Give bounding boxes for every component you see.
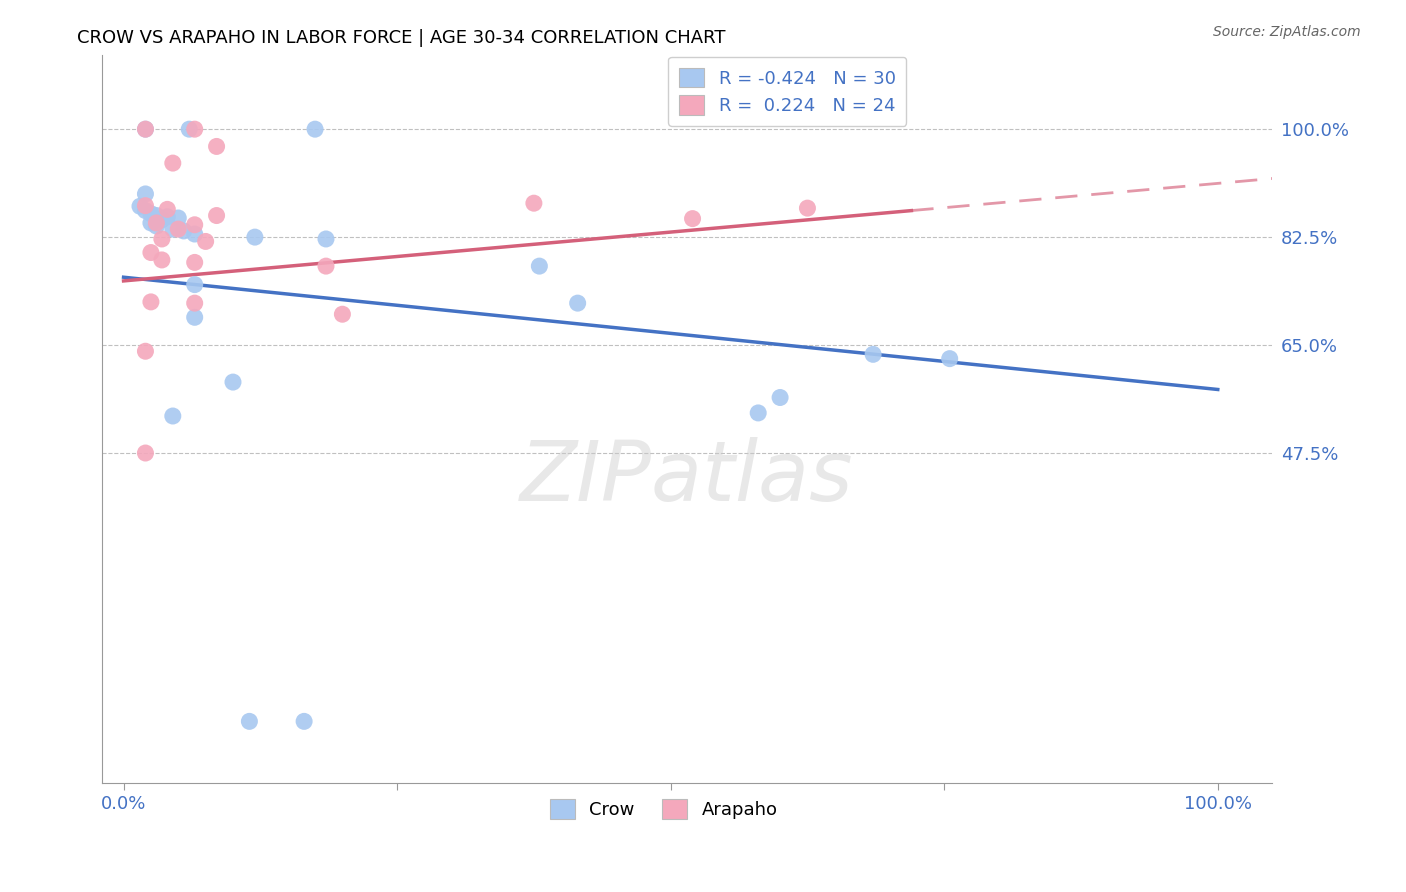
Point	[183, 310, 205, 325]
Point	[162, 222, 184, 236]
Point	[162, 156, 184, 170]
Point	[145, 219, 167, 233]
Point	[862, 347, 884, 361]
Point	[304, 122, 326, 136]
Point	[292, 714, 315, 729]
Point	[150, 212, 173, 227]
Point	[205, 209, 228, 223]
Point	[205, 139, 228, 153]
Point	[134, 203, 156, 218]
Point	[134, 122, 156, 136]
Point	[139, 294, 162, 309]
Point	[129, 199, 152, 213]
Point	[145, 216, 167, 230]
Point	[150, 232, 173, 246]
Text: ZIPatlas: ZIPatlas	[520, 437, 853, 518]
Point	[567, 296, 589, 310]
Point	[238, 714, 260, 729]
Text: Source: ZipAtlas.com: Source: ZipAtlas.com	[1213, 25, 1361, 39]
Point	[134, 344, 156, 359]
Point	[315, 232, 337, 246]
Point	[156, 202, 179, 217]
Text: CROW VS ARAPAHO IN LABOR FORCE | AGE 30-34 CORRELATION CHART: CROW VS ARAPAHO IN LABOR FORCE | AGE 30-…	[77, 29, 725, 46]
Point	[222, 375, 245, 389]
Point	[183, 296, 205, 310]
Point	[150, 252, 173, 267]
Point	[796, 201, 818, 215]
Point	[134, 186, 156, 201]
Point	[179, 122, 201, 136]
Legend: Crow, Arapaho: Crow, Arapaho	[543, 792, 785, 826]
Point	[139, 207, 162, 221]
Point	[243, 230, 266, 244]
Point	[682, 211, 704, 226]
Point	[134, 122, 156, 136]
Point	[747, 406, 769, 420]
Point	[167, 211, 190, 225]
Point	[139, 216, 162, 230]
Point	[938, 351, 960, 366]
Point	[332, 307, 354, 321]
Point	[523, 196, 546, 211]
Point	[183, 255, 205, 269]
Point	[139, 245, 162, 260]
Point	[769, 391, 792, 405]
Point	[145, 209, 167, 223]
Point	[173, 224, 195, 238]
Point	[529, 259, 551, 273]
Point	[162, 409, 184, 423]
Point	[194, 235, 217, 249]
Point	[134, 199, 156, 213]
Point	[183, 122, 205, 136]
Point	[167, 222, 190, 236]
Point	[134, 446, 156, 460]
Point	[183, 277, 205, 292]
Point	[156, 210, 179, 224]
Point	[183, 218, 205, 232]
Point	[315, 259, 337, 273]
Point	[183, 227, 205, 241]
